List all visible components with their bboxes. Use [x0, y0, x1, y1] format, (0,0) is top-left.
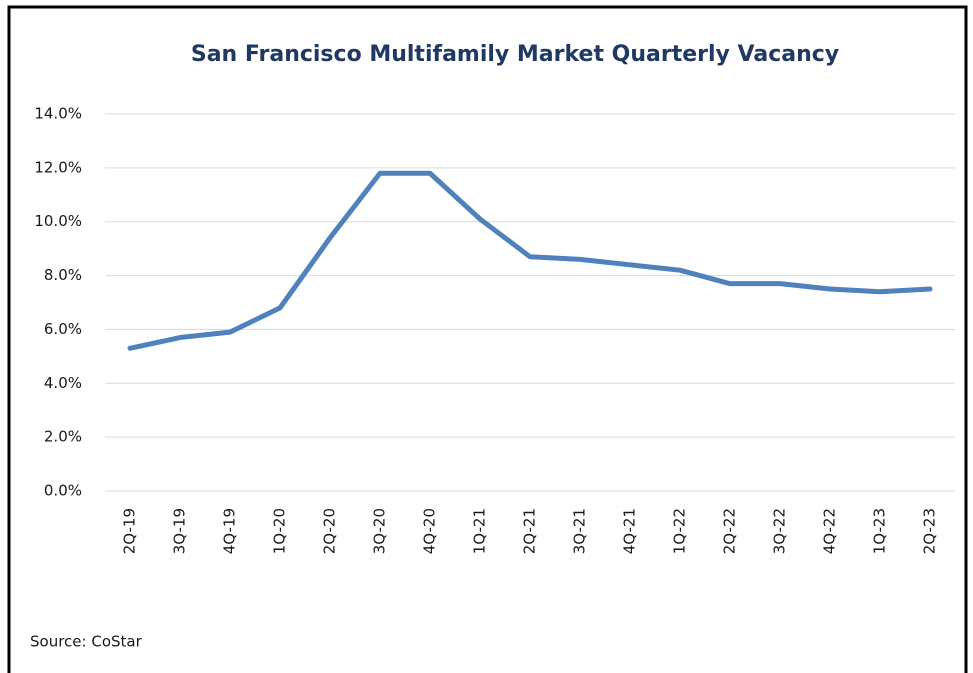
y-tick-label: 10.0%: [34, 212, 82, 230]
x-tick-label: 4Q-19: [221, 508, 239, 554]
x-tick-label: 4Q-22: [821, 508, 839, 554]
x-tick-label: 4Q-20: [421, 508, 439, 554]
y-tick-label: 6.0%: [44, 320, 82, 338]
y-tick-label: 8.0%: [44, 266, 82, 284]
x-tick-label: 3Q-19: [171, 508, 189, 554]
y-tick-label: 4.0%: [44, 374, 82, 392]
x-tick-label: 1Q-20: [271, 508, 289, 554]
y-tick-label: 0.0%: [44, 482, 82, 500]
line: [127, 170, 933, 351]
x-tick-label: 4Q-21: [621, 508, 639, 554]
frame: [7, 5, 968, 673]
chart-title: San Francisco Multifamily Market Quarter…: [191, 42, 839, 67]
x-tick-label: 2Q-22: [721, 508, 739, 554]
x-tick-label: 1Q-23: [871, 508, 889, 554]
source: Source: CoStar: [30, 633, 143, 651]
x-tick-label: 3Q-21: [571, 508, 589, 554]
x-tick-label: 2Q-21: [521, 508, 539, 554]
y-tick-label: 12.0%: [34, 158, 82, 176]
x-tick-label: 2Q-19: [121, 508, 139, 554]
x-tick-label: 1Q-21: [471, 508, 489, 554]
x-tick-label: 2Q-20: [321, 508, 339, 554]
y-tick-label: 2.0%: [44, 428, 82, 446]
y-tick-label: 14.0%: [34, 105, 82, 123]
x-tick-label: 3Q-22: [771, 508, 789, 554]
x-tick-label: 2Q-23: [921, 508, 939, 554]
x-tick-label: 3Q-20: [371, 508, 389, 554]
x-tick-label: 1Q-22: [671, 508, 689, 554]
